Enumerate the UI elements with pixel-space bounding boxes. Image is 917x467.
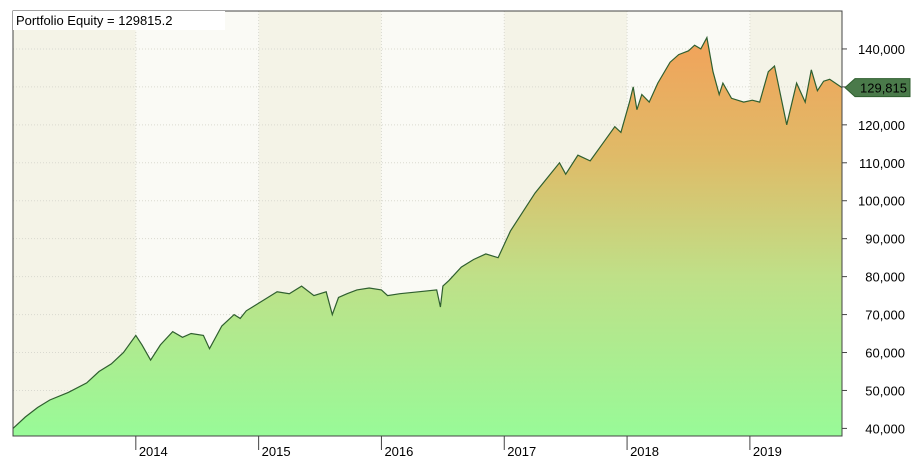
- equity-area: [13, 37, 842, 436]
- y-tick-label: 50,000: [865, 383, 905, 398]
- x-tick-label: 2015: [262, 444, 291, 459]
- y-tick-label: 70,000: [865, 308, 905, 323]
- last-value-label: 129,815: [860, 81, 907, 96]
- y-tick-label: 110,000: [859, 156, 905, 171]
- y-tick-label: 140,000: [858, 42, 905, 57]
- chart-title-text: Portfolio Equity = 129815.2: [16, 13, 172, 28]
- y-tick-label: 90,000: [865, 232, 905, 247]
- x-tick-label: 2018: [630, 444, 659, 459]
- y-tick-label: 100,000: [858, 194, 905, 209]
- equity-line: [12, 35, 843, 429]
- x-tick-label: 2014: [139, 444, 168, 459]
- x-axis: 2014 2015 2016 2017 2018 2019: [135, 436, 782, 459]
- last-value-badge: 129,815: [844, 78, 911, 98]
- x-tick-label: 2017: [507, 444, 536, 459]
- y-axis: 40,000 50,000 60,000 70,000 80,000 90,000 100,…: [842, 42, 905, 436]
- x-tick-label: 2019: [753, 444, 782, 459]
- chart-title: Portfolio Equity = 129815.2: [13, 11, 225, 30]
- y-tick-label: 80,000: [865, 270, 905, 285]
- y-tick-label: 120,000: [858, 118, 905, 133]
- plot-frame: [12, 10, 843, 437]
- y-tick-label: 60,000: [865, 346, 905, 361]
- y-tick-label: 40,000: [865, 421, 905, 436]
- x-tick-label: 2016: [384, 444, 413, 459]
